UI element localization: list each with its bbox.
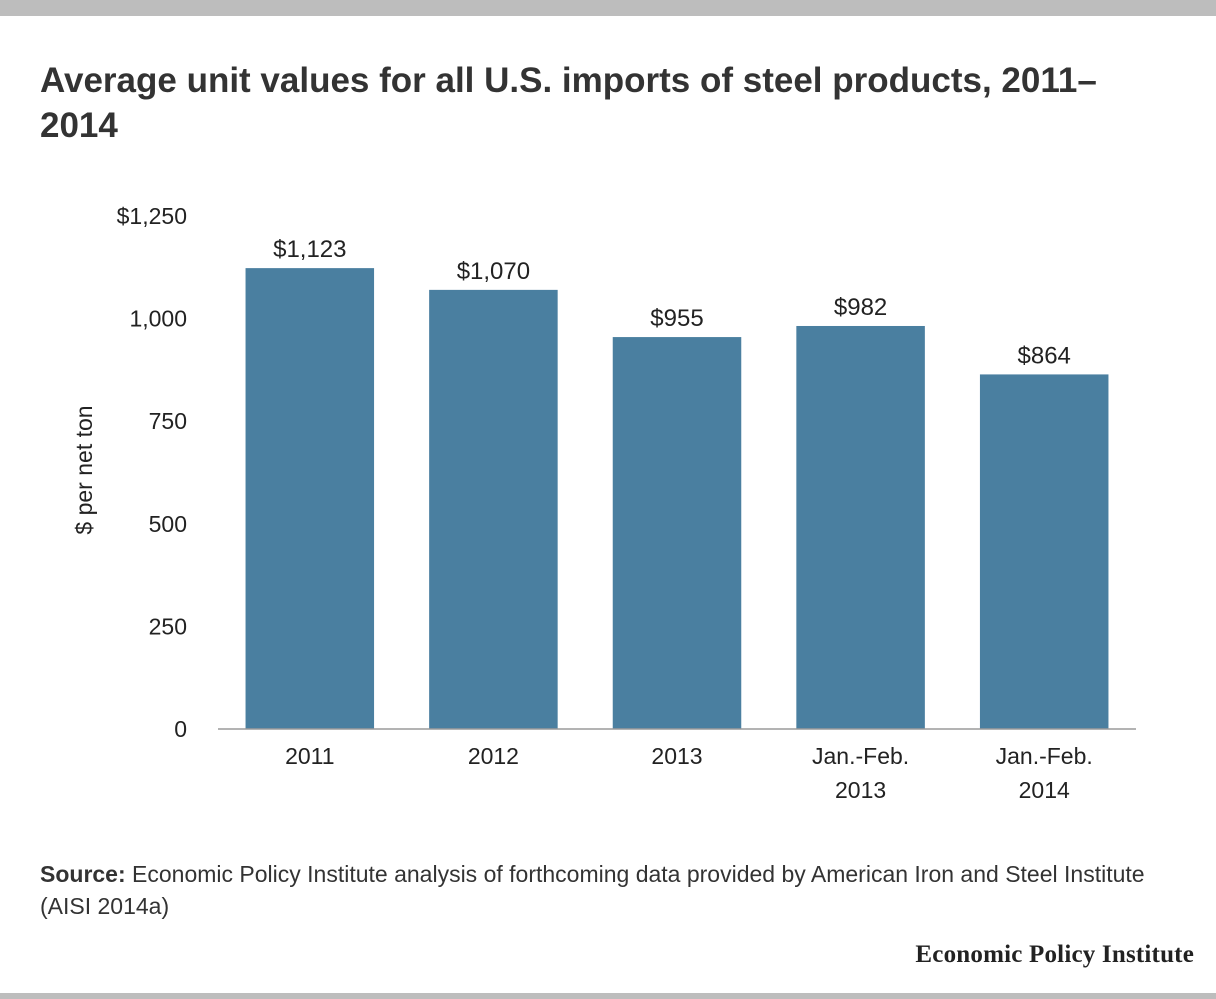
y-axis-title: $ per net ton (71, 405, 97, 534)
bar (979, 374, 1109, 729)
bar-value-label: $1,070 (457, 258, 530, 285)
x-tick-label: 2014 (1019, 777, 1070, 803)
x-tick-label: 2013 (835, 777, 886, 803)
bar (245, 268, 375, 729)
x-tick-label: Jan.-Feb. (996, 743, 1093, 769)
bar (612, 337, 742, 729)
source-label: Source: (40, 861, 126, 887)
x-tick-label: Jan.-Feb. (812, 743, 909, 769)
chart-title: Average unit values for all U.S. imports… (40, 61, 1097, 145)
y-axis-ticks: 0 250 500 750 1,000 $1,250 (117, 203, 187, 742)
bar-value-label: $1,123 (273, 236, 346, 263)
bars: $1,123 $1,070 $955 $982 $864 (245, 236, 1109, 729)
x-tick-label: 2012 (468, 743, 519, 769)
x-axis-ticks: 2011 2012 2013 Jan.-Feb. 2013 Jan.-Feb. 2014 (285, 743, 1093, 803)
x-tick-label: 2013 (651, 743, 702, 769)
source-note: Source: Economic Policy Institute analys… (40, 858, 1170, 922)
bottom-border (0, 993, 1216, 999)
bar-value-label: $982 (834, 294, 887, 321)
y-tick-label: 750 (149, 408, 187, 434)
y-tick-label: 250 (149, 613, 187, 639)
bar-value-label: $955 (650, 305, 703, 332)
y-tick-label: 500 (149, 511, 187, 537)
bar (429, 289, 558, 729)
source-text: Economic Policy Institute analysis of fo… (40, 861, 1145, 919)
y-tick-label: 1,000 (129, 306, 187, 332)
y-tick-label: $1,250 (117, 203, 187, 229)
top-border (0, 0, 1216, 16)
bar-value-label: $864 (1018, 342, 1071, 369)
y-tick-label: 0 (174, 716, 187, 742)
bar (796, 325, 925, 729)
bar-chart: $ per net ton 0 250 500 750 1,000 $1,250 $1,1… (71, 203, 1136, 803)
x-tick-label: 2011 (285, 743, 334, 769)
brand-logo-text: Economic Policy Institute (915, 941, 1194, 968)
